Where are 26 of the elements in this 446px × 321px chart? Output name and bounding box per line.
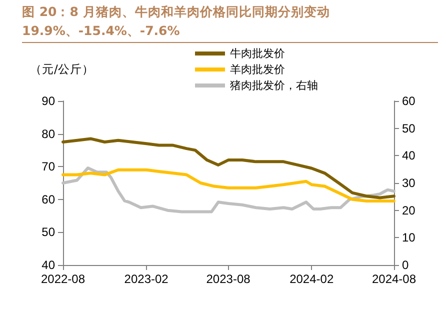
chart-title: 图 20：8 月猪肉、牛肉和羊肉价格同比同期分别变动 19.9%、-15.4%、-7.6% bbox=[22, 2, 438, 43]
x-tick-label: 2024-02 bbox=[290, 272, 334, 286]
y2-tick-label: 50 bbox=[402, 121, 416, 136]
y2-tick-label: 30 bbox=[402, 176, 416, 190]
y-tick-label: 90 bbox=[42, 94, 56, 108]
legend-label: 猪肉批发价，右轴 bbox=[230, 79, 318, 92]
y-tick-label: 40 bbox=[42, 258, 56, 272]
x-tick-label: 2023-02 bbox=[124, 272, 169, 286]
y2-tick-label: 40 bbox=[402, 148, 416, 163]
y-tick-label: 60 bbox=[42, 192, 56, 206]
y2-tick-label: 10 bbox=[402, 230, 416, 245]
x-tick-label: 2023-08 bbox=[206, 272, 251, 286]
line-series bbox=[62, 137, 396, 200]
y-tick-label: 70 bbox=[42, 160, 56, 174]
legend-label: 牛肉批发价 bbox=[230, 47, 285, 60]
line-series bbox=[62, 168, 396, 203]
y-axis-title: （元/公斤） bbox=[30, 62, 94, 76]
y2-tick-label: 60 bbox=[402, 94, 416, 108]
x-tick-label: 2024-08 bbox=[372, 272, 416, 286]
line-series bbox=[62, 166, 396, 214]
y-tick-label: 50 bbox=[42, 225, 56, 240]
y-tick-label: 80 bbox=[42, 126, 56, 141]
y2-tick-label: 20 bbox=[402, 203, 416, 218]
x-tick-label: 2022-08 bbox=[40, 272, 86, 286]
y2-tick-label: 0 bbox=[402, 258, 409, 272]
legend-label: 羊肉批发价 bbox=[230, 63, 285, 76]
